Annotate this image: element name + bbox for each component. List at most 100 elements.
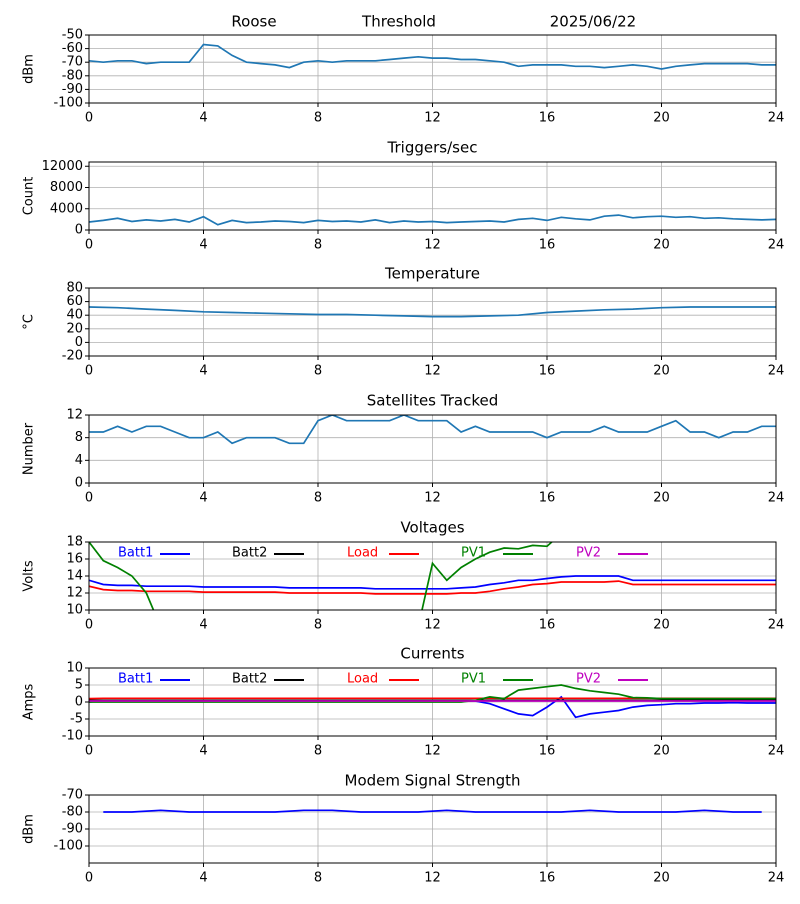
x-tick-label: 8	[314, 618, 322, 633]
x-tick-label: 0	[85, 744, 93, 759]
panel-title: Voltages	[400, 519, 464, 537]
y-tick-label: 60	[66, 294, 83, 309]
series-line	[103, 810, 761, 812]
x-tick-label: 12	[424, 871, 441, 886]
y-tick-label: 20	[66, 321, 83, 336]
x-tick-label: 20	[653, 618, 670, 633]
y-axis-label: dBm	[22, 54, 37, 84]
legend-label: Load	[347, 546, 378, 561]
x-tick-label: 0	[85, 111, 93, 126]
x-tick-label: 0	[85, 364, 93, 379]
y-axis-label: Count	[22, 177, 37, 216]
x-tick-label: 20	[653, 111, 670, 126]
x-tick-label: 20	[653, 364, 670, 379]
y-tick-label: 8	[75, 430, 83, 445]
x-tick-label: 8	[314, 871, 322, 886]
legend-label: PV1	[461, 546, 486, 561]
x-tick-label: 16	[539, 871, 556, 886]
y-tick-label: 18	[66, 535, 83, 550]
y-tick-label: -5	[70, 712, 83, 727]
panel-title: Triggers/sec	[387, 139, 478, 157]
x-tick-label: 16	[539, 111, 556, 126]
legend-label: Batt1	[118, 672, 153, 687]
x-tick-label: 8	[314, 111, 322, 126]
header-date: 2025/06/22	[550, 13, 636, 31]
x-tick-label: 12	[424, 111, 441, 126]
x-tick-label: 4	[199, 744, 207, 759]
x-tick-label: 24	[768, 364, 785, 379]
panel-title: Modem Signal Strength	[345, 772, 521, 790]
x-tick-label: 12	[424, 364, 441, 379]
x-tick-label: 16	[539, 618, 556, 633]
x-tick-label: 8	[314, 491, 322, 506]
y-tick-label: 12	[66, 586, 83, 601]
x-tick-label: 20	[653, 744, 670, 759]
x-tick-label: 4	[199, 871, 207, 886]
y-tick-label: 4000	[50, 201, 83, 216]
y-tick-label: 16	[66, 552, 83, 567]
legend-label: Batt2	[232, 546, 267, 561]
legend-label: Load	[347, 672, 378, 687]
y-tick-label: 0	[75, 695, 83, 710]
y-tick-label: 0	[75, 476, 83, 491]
panel-title: Satellites Tracked	[367, 392, 498, 410]
y-tick-label: -80	[62, 805, 83, 820]
x-tick-label: 20	[653, 871, 670, 886]
legend-label: Batt1	[118, 546, 153, 561]
y-tick-label: 40	[66, 308, 83, 323]
y-tick-label: -20	[62, 349, 83, 364]
y-tick-label: -100	[53, 96, 83, 111]
y-axis-label: Amps	[22, 683, 37, 720]
legend-label: PV2	[576, 672, 601, 687]
x-tick-label: 12	[424, 618, 441, 633]
y-tick-label: -100	[53, 839, 83, 854]
y-tick-label: 10	[66, 661, 83, 676]
x-tick-label: 20	[653, 491, 670, 506]
x-tick-label: 0	[85, 618, 93, 633]
x-tick-label: 8	[314, 364, 322, 379]
x-tick-label: 24	[768, 871, 785, 886]
x-tick-label: 0	[85, 871, 93, 886]
legend-label: Batt2	[232, 672, 267, 687]
x-tick-label: 16	[539, 364, 556, 379]
legend-label: PV2	[576, 546, 601, 561]
header-mode: Threshold	[361, 13, 436, 31]
y-tick-label: 12000	[42, 159, 83, 174]
x-tick-label: 12	[424, 238, 441, 253]
y-tick-label: -10	[62, 729, 83, 744]
legend-label: PV1	[461, 672, 486, 687]
x-tick-label: 24	[768, 238, 785, 253]
x-tick-label: 4	[199, 364, 207, 379]
x-tick-label: 8	[314, 238, 322, 253]
x-tick-label: 16	[539, 744, 556, 759]
y-tick-label: 0	[75, 335, 83, 350]
x-tick-label: 16	[539, 491, 556, 506]
y-tick-label: -70	[62, 788, 83, 803]
series-line	[89, 534, 561, 628]
y-tick-label: -90	[62, 822, 83, 837]
x-tick-label: 12	[424, 491, 441, 506]
y-tick-label: 80	[66, 281, 83, 296]
x-tick-label: 24	[768, 618, 785, 633]
y-tick-label: 0	[75, 223, 83, 238]
y-tick-label: 12	[66, 408, 83, 423]
x-tick-label: 16	[539, 238, 556, 253]
x-tick-label: 12	[424, 744, 441, 759]
x-tick-label: 24	[768, 491, 785, 506]
x-tick-label: 4	[199, 111, 207, 126]
x-tick-label: 4	[199, 618, 207, 633]
panel-title: Currents	[400, 645, 464, 663]
x-tick-label: 0	[85, 238, 93, 253]
x-tick-label: 4	[199, 491, 207, 506]
y-tick-label: 8000	[50, 180, 83, 195]
x-tick-label: 0	[85, 491, 93, 506]
y-axis-label: Volts	[22, 560, 37, 592]
y-tick-label: 14	[66, 569, 83, 584]
x-tick-label: 4	[199, 238, 207, 253]
x-tick-label: 24	[768, 744, 785, 759]
y-axis-label: Number	[22, 422, 37, 475]
x-tick-label: 8	[314, 744, 322, 759]
x-tick-label: 24	[768, 111, 785, 126]
header-station: Roose	[231, 13, 276, 31]
